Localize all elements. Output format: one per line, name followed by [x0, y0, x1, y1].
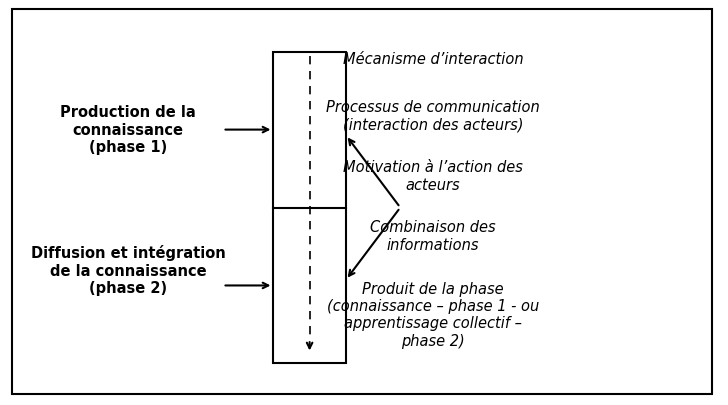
Bar [273, 52, 346, 363]
Text: Mécanisme d’interaction: Mécanisme d’interaction [343, 52, 523, 67]
Text: Motivation à l’action des
acteurs: Motivation à l’action des acteurs [343, 160, 523, 192]
Text: Processus de communication
(interaction des acteurs): Processus de communication (interaction … [326, 100, 539, 132]
Text: Combinaison des
informations: Combinaison des informations [370, 220, 496, 253]
Text: Diffusion et intégration
de la connaissance
(phase 2): Diffusion et intégration de la connaissa… [31, 245, 226, 296]
Text: Production de la
connaissance
(phase 1): Production de la connaissance (phase 1) [60, 105, 196, 155]
Text: Produit de la phase
(connaissance – phase 1 - ou
apprentissage collectif –
phase: Produit de la phase (connaissance – phas… [327, 281, 539, 349]
